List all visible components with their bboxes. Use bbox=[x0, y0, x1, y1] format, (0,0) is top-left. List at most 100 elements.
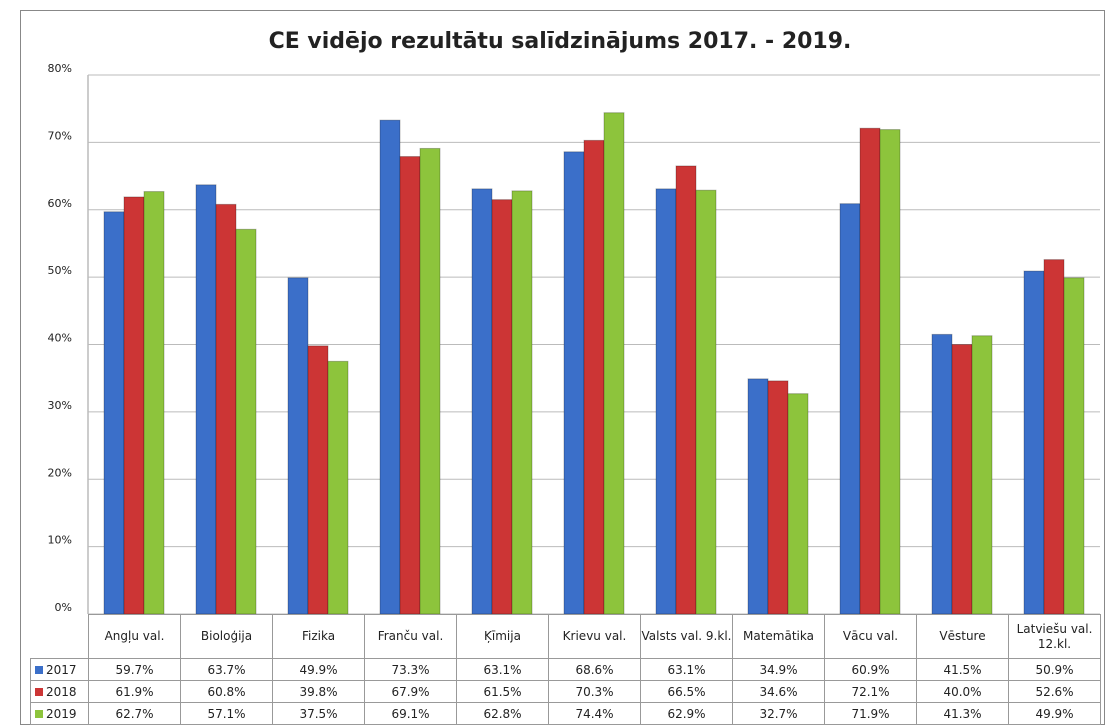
bar bbox=[695, 189, 717, 615]
bar bbox=[971, 335, 993, 615]
data-label: 62.9% bbox=[640, 702, 733, 725]
series-row: 2019 62.7% 57.1% 37.5% 69.1% 62.8% 74.4% 62.9% 3… bbox=[30, 702, 1101, 725]
data-label: 49.9% bbox=[272, 658, 365, 681]
bar bbox=[655, 188, 677, 615]
data-label: 69.1% bbox=[364, 702, 457, 725]
data-label: 60.8% bbox=[180, 680, 273, 703]
legend-entry: 2018 bbox=[30, 680, 89, 703]
data-label: 34.6% bbox=[732, 680, 825, 703]
x-tick-label: Ķīmija bbox=[456, 614, 549, 659]
bar bbox=[471, 188, 493, 615]
bar bbox=[951, 344, 973, 615]
data-label: 60.9% bbox=[824, 658, 917, 681]
bar bbox=[215, 203, 237, 615]
data-label: 39.8% bbox=[272, 680, 365, 703]
bar bbox=[767, 380, 789, 615]
bar bbox=[859, 127, 881, 615]
y-tick-label: 10% bbox=[48, 534, 72, 547]
bar bbox=[511, 190, 533, 615]
data-label: 32.7% bbox=[732, 702, 825, 725]
data-label: 61.9% bbox=[88, 680, 181, 703]
bar bbox=[399, 156, 421, 615]
bar bbox=[235, 228, 257, 615]
series-row: 2018 61.9% 60.8% 39.8% 67.9% 61.5% 70.3% 66.5% 3… bbox=[30, 680, 1101, 703]
y-tick-label: 30% bbox=[48, 399, 72, 412]
bar bbox=[287, 277, 309, 615]
y-tick-label: 0% bbox=[55, 601, 72, 614]
x-tick-label: Franču val. bbox=[364, 614, 457, 659]
x-tick-label: Matemātika bbox=[732, 614, 825, 659]
bar bbox=[1063, 277, 1085, 615]
data-label: 34.9% bbox=[732, 658, 825, 681]
bar bbox=[563, 151, 585, 615]
legend-swatch bbox=[35, 687, 43, 696]
bar bbox=[307, 345, 329, 615]
data-label: 72.1% bbox=[824, 680, 917, 703]
legend-label: 2018 bbox=[46, 684, 77, 699]
x-tick-label: Vēsture bbox=[916, 614, 1009, 659]
data-label: 67.9% bbox=[364, 680, 457, 703]
bar bbox=[143, 191, 165, 615]
bar bbox=[879, 129, 901, 615]
y-tick-label: 20% bbox=[48, 466, 72, 479]
legend-entry: 2017 bbox=[30, 658, 89, 681]
data-label: 40.0% bbox=[916, 680, 1009, 703]
y-tick-label: 50% bbox=[48, 264, 72, 277]
x-tick-label: Valsts val. 9.kl. bbox=[640, 614, 733, 659]
bar bbox=[419, 147, 441, 615]
category-row: Angļu val. Bioloģija Fizika Franču val. Ķīmi… bbox=[31, 614, 1101, 659]
bar bbox=[583, 139, 605, 615]
bar bbox=[379, 119, 401, 615]
legend-entry: 2019 bbox=[30, 702, 89, 725]
bar bbox=[327, 360, 349, 615]
bar bbox=[603, 112, 625, 615]
data-label: 62.7% bbox=[88, 702, 181, 725]
data-label: 37.5% bbox=[272, 702, 365, 725]
data-label: 74.4% bbox=[548, 702, 641, 725]
y-tick-label: 60% bbox=[48, 197, 72, 210]
data-label: 50.9% bbox=[1008, 658, 1101, 681]
data-label: 41.5% bbox=[916, 658, 1009, 681]
data-table: Angļu val. Bioloģija Fizika Franču val. Ķīmi… bbox=[30, 614, 1101, 725]
bar bbox=[787, 393, 809, 615]
legend-label: 2019 bbox=[46, 706, 77, 721]
data-label: 63.1% bbox=[640, 658, 733, 681]
bar bbox=[1043, 259, 1065, 615]
data-label: 61.5% bbox=[456, 680, 549, 703]
legend-swatch bbox=[35, 665, 43, 674]
x-tick-label: Angļu val. bbox=[88, 614, 181, 659]
data-label: 62.8% bbox=[456, 702, 549, 725]
data-label: 73.3% bbox=[364, 658, 457, 681]
data-label: 49.9% bbox=[1008, 702, 1101, 725]
data-label: 63.7% bbox=[180, 658, 273, 681]
data-label: 71.9% bbox=[824, 702, 917, 725]
series-row: 2017 59.7% 63.7% 49.9% 73.3% 63.1% 68.6% 63.1% 3… bbox=[30, 658, 1101, 681]
x-tick-label: Fizika bbox=[272, 614, 365, 659]
bar bbox=[675, 165, 697, 615]
data-label: 41.3% bbox=[916, 702, 1009, 725]
bar bbox=[103, 211, 125, 615]
data-label: 52.6% bbox=[1008, 680, 1101, 703]
data-label: 57.1% bbox=[180, 702, 273, 725]
x-tick-label: Vācu val. bbox=[824, 614, 917, 659]
corner-cell bbox=[31, 615, 89, 659]
data-label: 59.7% bbox=[88, 658, 181, 681]
y-tick-label: 80% bbox=[48, 62, 72, 75]
x-tick-label: Bioloģija bbox=[180, 614, 273, 659]
y-tick-label: 40% bbox=[48, 332, 72, 345]
bar bbox=[491, 199, 513, 615]
bar bbox=[1023, 270, 1045, 615]
legend-label: 2017 bbox=[46, 662, 77, 677]
bar bbox=[839, 203, 861, 615]
data-label: 66.5% bbox=[640, 680, 733, 703]
bar bbox=[931, 333, 953, 615]
x-tick-label: Krievu val. bbox=[548, 614, 641, 659]
bar bbox=[747, 378, 769, 615]
data-label: 63.1% bbox=[456, 658, 549, 681]
data-label: 68.6% bbox=[548, 658, 641, 681]
data-label: 70.3% bbox=[548, 680, 641, 703]
chart-title: CE vidējo rezultātu salīdzinājums 2017. … bbox=[269, 29, 852, 54]
bar bbox=[195, 184, 217, 615]
